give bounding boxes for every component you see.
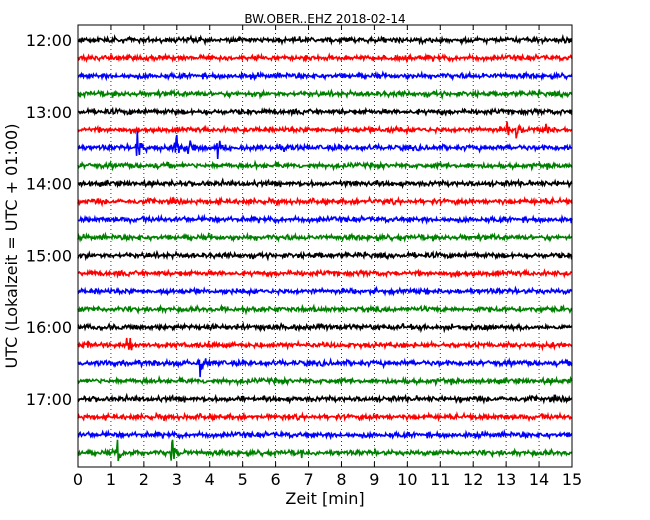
y-tick-label-4: 16:00 (26, 318, 72, 337)
x-tick-label-6: 6 (271, 470, 281, 489)
x-tick-label-13: 13 (496, 470, 516, 489)
x-tick-label-7: 7 (303, 470, 313, 489)
trace-1700 (77, 392, 573, 405)
x-tick-label-12: 12 (463, 470, 483, 489)
trace-1230 (77, 70, 573, 82)
plot-frame (77, 24, 573, 468)
trace-1500 (77, 249, 573, 262)
y-tick-label-5: 17:00 (26, 390, 72, 409)
x-tick-label-8: 8 (336, 470, 346, 489)
x-tick-label-11: 11 (430, 470, 450, 489)
trace-1600 (77, 321, 573, 334)
trace-1345 (77, 159, 573, 172)
trace-1545 (77, 303, 573, 316)
trace-1315 (77, 121, 573, 139)
x-tick-label-4: 4 (205, 470, 215, 489)
y-tick-label-2: 14:00 (26, 175, 72, 194)
y-axis-label: UTC (Lokalzeit = UTC + 01:00) (2, 124, 21, 369)
trace-1715 (77, 410, 573, 423)
x-tick-label-3: 3 (172, 470, 182, 489)
x-tick-label-1: 1 (106, 470, 116, 489)
trace-1245 (77, 88, 573, 100)
y-tick-label-0: 12:00 (26, 31, 72, 50)
trace-1400 (77, 177, 573, 190)
trace-1200 (77, 33, 573, 47)
x-tick-label-15: 15 (562, 470, 582, 489)
x-axis-label: Zeit [min] (285, 489, 364, 508)
x-tick-label-9: 9 (369, 470, 379, 489)
trace-1445 (77, 231, 573, 243)
grid-layer (110, 25, 540, 467)
trace-1215 (77, 52, 573, 64)
chart-title: BW.OBER..EHZ 2018-02-14 (244, 12, 405, 26)
trace-1300 (77, 106, 573, 118)
trace-1745 (77, 439, 573, 462)
x-tick-label-0: 0 (73, 470, 83, 489)
trace-1430 (77, 213, 573, 225)
axis-layer: 0 1 2 3 4 5 6 7 8 9 10 11 12 13 14 1512:0013:0014:0015:… (26, 25, 582, 489)
y-tick-label-3: 15:00 (26, 246, 72, 265)
trace-1630 (77, 357, 573, 378)
x-tick-label-10: 10 (397, 470, 417, 489)
x-tick-label-14: 14 (529, 470, 549, 489)
x-tick-label-5: 5 (238, 470, 248, 489)
trace-layer (77, 33, 573, 462)
trace-1530 (77, 285, 573, 297)
trace-1615 (77, 337, 573, 352)
trace-1330 (77, 130, 573, 160)
trace-1415 (77, 195, 573, 208)
trace-1515 (77, 268, 572, 279)
y-tick-label-1: 13:00 (26, 103, 72, 122)
x-tick-label-2: 2 (139, 470, 149, 489)
trace-1645 (77, 374, 573, 388)
trace-1730 (77, 428, 573, 441)
